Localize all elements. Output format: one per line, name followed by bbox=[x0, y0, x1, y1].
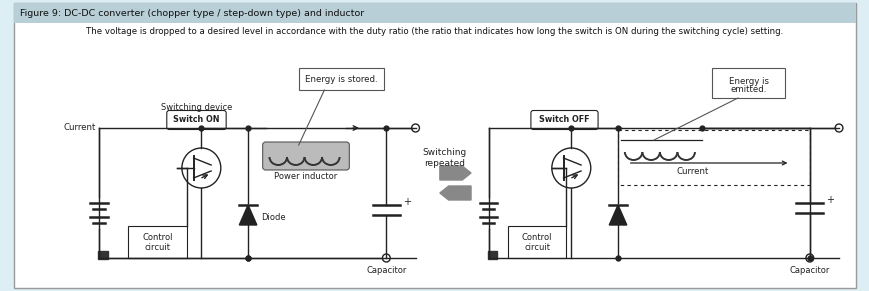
Text: The voltage is dropped to a desired level in accordance with the duty ratio (the: The voltage is dropped to a desired leve… bbox=[86, 27, 783, 36]
Circle shape bbox=[411, 124, 419, 132]
Polygon shape bbox=[239, 205, 256, 225]
Text: Switching
repeated: Switching repeated bbox=[422, 148, 467, 168]
Text: +: + bbox=[402, 197, 410, 207]
FancyArrow shape bbox=[440, 186, 470, 200]
Bar bbox=[712, 68, 785, 98]
Bar bbox=[98, 251, 108, 259]
Circle shape bbox=[382, 254, 390, 262]
Circle shape bbox=[805, 254, 813, 262]
Text: Switch OFF: Switch OFF bbox=[539, 116, 589, 125]
Bar bbox=[617, 130, 809, 185]
Polygon shape bbox=[608, 205, 626, 225]
FancyBboxPatch shape bbox=[262, 142, 349, 170]
Text: Energy is: Energy is bbox=[728, 77, 768, 86]
Bar bbox=[15, 3, 854, 23]
Text: +: + bbox=[826, 195, 833, 205]
Text: Power inductor: Power inductor bbox=[274, 172, 337, 181]
Text: Current: Current bbox=[63, 123, 96, 132]
Bar bbox=[298, 68, 384, 90]
Text: Control: Control bbox=[521, 233, 552, 242]
FancyArrow shape bbox=[440, 166, 470, 180]
Bar bbox=[487, 251, 497, 259]
Text: Figure 9: DC-DC converter (chopper type / step-down type) and inductor: Figure 9: DC-DC converter (chopper type … bbox=[20, 8, 364, 17]
Bar bbox=[129, 226, 187, 258]
Bar bbox=[507, 226, 566, 258]
Text: circuit: circuit bbox=[524, 242, 549, 251]
Text: Switch ON: Switch ON bbox=[173, 116, 220, 125]
Text: Capacitor: Capacitor bbox=[789, 266, 829, 275]
Text: Diode: Diode bbox=[261, 212, 285, 221]
Text: circuit: circuit bbox=[144, 242, 170, 251]
FancyBboxPatch shape bbox=[167, 111, 226, 129]
FancyBboxPatch shape bbox=[530, 111, 597, 129]
Text: emitted.: emitted. bbox=[730, 86, 766, 95]
Text: Capacitor: Capacitor bbox=[366, 266, 406, 275]
Text: Switching device: Switching device bbox=[161, 103, 232, 112]
Text: Energy is stored.: Energy is stored. bbox=[305, 74, 377, 84]
Text: Control: Control bbox=[143, 233, 173, 242]
Text: Current: Current bbox=[676, 167, 708, 176]
Circle shape bbox=[834, 124, 842, 132]
